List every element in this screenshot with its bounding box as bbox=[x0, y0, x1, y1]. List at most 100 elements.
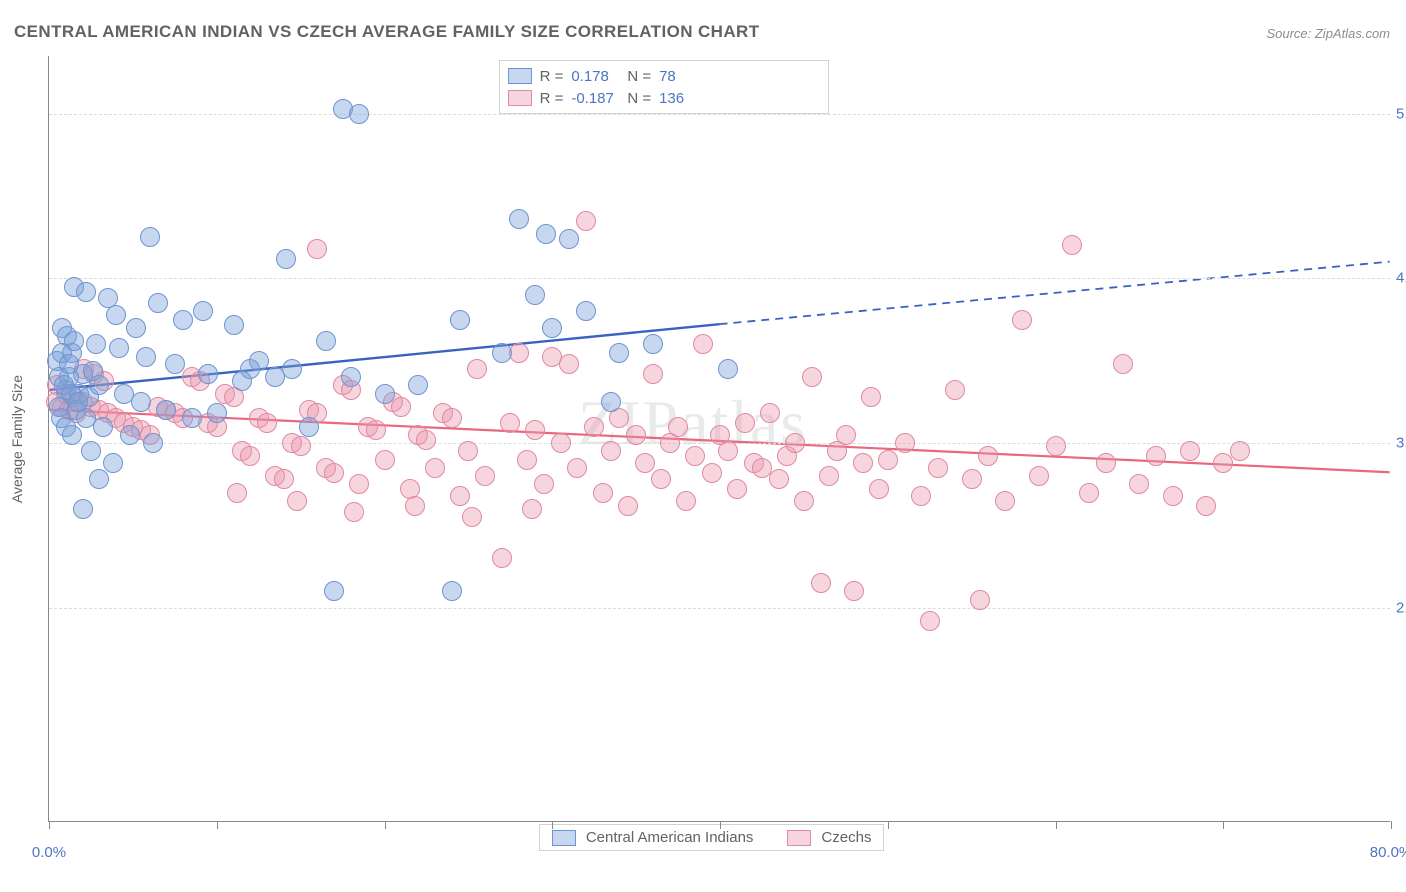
scatter-point-a bbox=[49, 397, 69, 417]
scatter-point-a bbox=[341, 367, 361, 387]
scatter-point-b bbox=[458, 441, 478, 461]
legend-r-value: -0.187 bbox=[571, 90, 619, 107]
scatter-point-b bbox=[307, 239, 327, 259]
scatter-point-b bbox=[534, 474, 554, 494]
scatter-point-b bbox=[601, 441, 621, 461]
scatter-point-b bbox=[442, 408, 462, 428]
scatter-point-b bbox=[1096, 453, 1116, 473]
scatter-point-b bbox=[522, 499, 542, 519]
scatter-point-b bbox=[718, 441, 738, 461]
scatter-point-b bbox=[1163, 486, 1183, 506]
scatter-point-a bbox=[156, 400, 176, 420]
scatter-point-a bbox=[643, 334, 663, 354]
scatter-point-a bbox=[349, 104, 369, 124]
scatter-point-a bbox=[89, 469, 109, 489]
scatter-point-b bbox=[375, 450, 395, 470]
scatter-point-a bbox=[509, 209, 529, 229]
scatter-point-b bbox=[769, 469, 789, 489]
scatter-point-b bbox=[945, 380, 965, 400]
legend-series-label: Czechs bbox=[821, 829, 871, 846]
scatter-point-a bbox=[136, 347, 156, 367]
scatter-point-b bbox=[525, 420, 545, 440]
scatter-point-b bbox=[567, 458, 587, 478]
scatter-point-b bbox=[1046, 436, 1066, 456]
scatter-point-b bbox=[978, 446, 998, 466]
series-legend: Central American IndiansCzechs bbox=[539, 824, 885, 851]
gridline bbox=[49, 608, 1390, 609]
scatter-point-b bbox=[1029, 466, 1049, 486]
scatter-point-b bbox=[257, 413, 277, 433]
scatter-point-a bbox=[76, 282, 96, 302]
legend-n-value: 78 bbox=[659, 68, 707, 85]
scatter-point-b bbox=[693, 334, 713, 354]
scatter-plot-area: Average Family Size ZIPatlas R =0.178N =… bbox=[48, 56, 1390, 822]
scatter-point-b bbox=[1230, 441, 1250, 461]
scatter-point-b bbox=[676, 491, 696, 511]
scatter-point-b bbox=[324, 463, 344, 483]
scatter-point-a bbox=[198, 364, 218, 384]
scatter-point-b bbox=[995, 491, 1015, 511]
scatter-point-a bbox=[601, 392, 621, 412]
scatter-point-b bbox=[475, 466, 495, 486]
scatter-point-b bbox=[467, 359, 487, 379]
scatter-point-b bbox=[819, 466, 839, 486]
scatter-point-b bbox=[274, 469, 294, 489]
scatter-point-b bbox=[492, 548, 512, 568]
scatter-point-b bbox=[618, 496, 638, 516]
scatter-point-b bbox=[836, 425, 856, 445]
scatter-point-a bbox=[316, 331, 336, 351]
scatter-point-b bbox=[970, 590, 990, 610]
scatter-point-a bbox=[324, 581, 344, 601]
legend-r-label: R = bbox=[540, 90, 564, 107]
scatter-point-a bbox=[126, 318, 146, 338]
scatter-point-a bbox=[542, 318, 562, 338]
x-tick bbox=[720, 821, 721, 829]
scatter-point-a bbox=[609, 343, 629, 363]
scatter-point-b bbox=[861, 387, 881, 407]
scatter-point-b bbox=[895, 433, 915, 453]
scatter-point-b bbox=[1113, 354, 1133, 374]
scatter-point-b bbox=[878, 450, 898, 470]
scatter-point-b bbox=[287, 491, 307, 511]
scatter-point-a bbox=[492, 343, 512, 363]
scatter-point-b bbox=[1129, 474, 1149, 494]
chart-title: CENTRAL AMERICAN INDIAN VS CZECH AVERAGE… bbox=[14, 22, 760, 42]
scatter-point-a bbox=[182, 408, 202, 428]
scatter-point-b bbox=[517, 450, 537, 470]
scatter-point-b bbox=[962, 469, 982, 489]
scatter-point-a bbox=[193, 301, 213, 321]
scatter-point-b bbox=[727, 479, 747, 499]
x-tick-label: 0.0% bbox=[32, 844, 66, 861]
scatter-point-b bbox=[227, 483, 247, 503]
y-axis-title: Average Family Size bbox=[9, 374, 25, 502]
scatter-point-b bbox=[391, 397, 411, 417]
correlation-legend: R =0.178N =78R =-0.187N =136 bbox=[499, 60, 829, 114]
legend-r-label: R = bbox=[540, 68, 564, 85]
scatter-point-a bbox=[408, 375, 428, 395]
legend-n-label: N = bbox=[627, 68, 651, 85]
scatter-point-b bbox=[366, 420, 386, 440]
y-tick-label: 5.00 bbox=[1396, 105, 1406, 122]
scatter-point-b bbox=[702, 463, 722, 483]
scatter-point-a bbox=[148, 293, 168, 313]
scatter-point-b bbox=[1180, 441, 1200, 461]
scatter-point-b bbox=[1062, 235, 1082, 255]
scatter-point-b bbox=[920, 611, 940, 631]
scatter-point-b bbox=[584, 417, 604, 437]
scatter-point-b bbox=[811, 573, 831, 593]
scatter-point-a bbox=[131, 392, 151, 412]
scatter-point-a bbox=[276, 249, 296, 269]
legend-swatch bbox=[508, 68, 532, 84]
scatter-point-b bbox=[735, 413, 755, 433]
scatter-point-b bbox=[344, 502, 364, 522]
scatter-point-b bbox=[405, 496, 425, 516]
scatter-point-a bbox=[173, 310, 193, 330]
legend-swatch bbox=[552, 830, 576, 846]
scatter-point-b bbox=[500, 413, 520, 433]
x-tick bbox=[217, 821, 218, 829]
scatter-point-b bbox=[1196, 496, 1216, 516]
scatter-point-b bbox=[349, 474, 369, 494]
scatter-point-a bbox=[525, 285, 545, 305]
scatter-point-b bbox=[869, 479, 889, 499]
scatter-point-a bbox=[106, 305, 126, 325]
